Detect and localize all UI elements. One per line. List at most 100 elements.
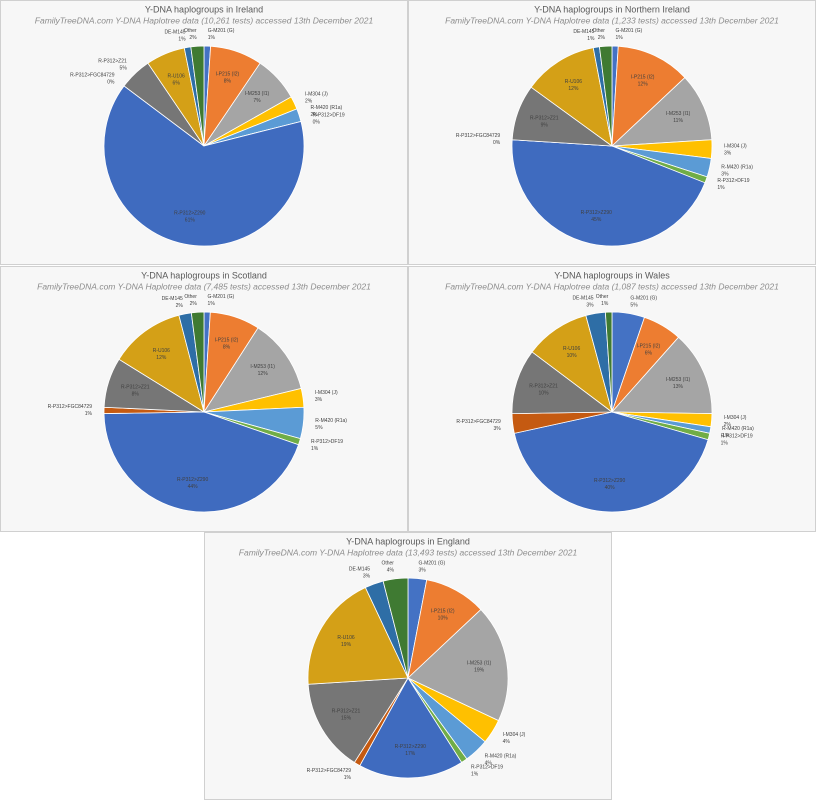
slice-label: I-M253 (I1) [666, 111, 691, 117]
slice-value-label: 1% [344, 775, 352, 781]
slice-value-label: 0% [493, 140, 501, 146]
slice-label: DE-M145 [573, 29, 594, 35]
slice-label: R-P312>FGC84729 [48, 404, 93, 410]
pie-slice [513, 411, 709, 513]
slice-label: R-U106 [563, 346, 580, 352]
slice-value-label: 40% [605, 485, 616, 491]
slice-value-label: 2% [189, 35, 197, 41]
slice-label: R-U106 [337, 635, 354, 641]
slice-label: I-M253 (I1) [250, 364, 275, 370]
slice-label: R-P312>Z21 [98, 59, 127, 65]
slice-value-label: 19% [341, 642, 352, 648]
slice-value-label: 6% [173, 80, 181, 86]
slice-value-label: 11% [673, 118, 683, 124]
chart-panel: Y-DNA haplogroups in IrelandFamilyTreeDN… [0, 0, 408, 265]
slice-label: DE-M145 [349, 566, 370, 572]
slice-label: DE-M145 [572, 295, 593, 301]
chart-subtitle: FamilyTreeDNA.com Y-DNA Haplotree data (… [445, 15, 779, 25]
slice-value-label: 4% [485, 760, 493, 766]
slice-value-label: 2% [305, 98, 313, 104]
slice-value-label: 8% [132, 391, 140, 397]
pie-slice [359, 677, 463, 779]
chart-panel: Y-DNA haplogroups in Northern IrelandFam… [408, 0, 816, 265]
slice-value-label: 2% [598, 35, 606, 41]
slice-value-label: 4% [503, 739, 511, 745]
pie-slice [103, 411, 300, 513]
chart-subtitle: FamilyTreeDNA.com Y-DNA Haplotree data (… [37, 281, 371, 291]
chart-subtitle: FamilyTreeDNA.com Y-DNA Haplotree data (… [239, 547, 578, 557]
slice-value-label: 0% [313, 119, 321, 125]
slice-value-label: 8% [224, 79, 232, 85]
pie-slice [530, 47, 613, 147]
slice-value-label: 17% [405, 751, 416, 757]
slice-value-label: 19% [474, 668, 485, 674]
slice-label: R-P312>DF19 [717, 178, 749, 184]
slice-label: I-M253 (I1) [245, 91, 270, 97]
slice-value-label: 7% [253, 98, 261, 104]
slice-label: R-P312>Z21 [530, 115, 559, 121]
slice-label: R-P312>FGC84729 [456, 133, 501, 139]
slice-label: R-U106 [153, 348, 170, 354]
slice-label: DE-M145 [162, 296, 183, 302]
pie-slice [190, 311, 205, 413]
slice-label: I-M253 (I1) [666, 377, 691, 383]
pie-slice [307, 586, 409, 685]
slice-label: G-M201 (G) [630, 295, 657, 301]
slice-label: Other [592, 28, 605, 34]
slice-label: R-M420 (R1a) [315, 418, 347, 424]
slice-value-label: 1% [471, 771, 479, 777]
slice-label: I-P215 (I2) [216, 72, 240, 78]
slice-label: I-M253 (I1) [467, 661, 492, 667]
slice-label: I-P215 (I2) [637, 344, 661, 350]
slice-value-label: 9% [541, 122, 549, 128]
slice-value-label: 6% [645, 351, 653, 357]
slice-value-label: 12% [156, 355, 167, 361]
slice-label: R-P312>FGC84729 [70, 73, 115, 79]
slice-value-label: 2% [190, 301, 198, 307]
slice-value-label: 5% [630, 302, 638, 308]
slice-label: R-U106 [565, 79, 582, 85]
pie-slice [307, 677, 409, 763]
slice-value-label: 1% [722, 433, 730, 439]
slice-label: R-P312>Z21 [332, 708, 361, 714]
slice-value-label: 4% [387, 568, 395, 574]
slice-label: R-P312>DF19 [311, 439, 343, 445]
slice-label: I-P215 (I2) [215, 337, 239, 343]
slice-value-label: 45% [591, 217, 602, 223]
slice-label: R-M420 (R1a) [311, 105, 343, 111]
slice-label: I-M304 (J) [305, 91, 328, 97]
slice-value-label: 1% [208, 35, 216, 41]
slice-label: Other [381, 561, 394, 567]
pie-slice [103, 85, 305, 247]
slice-value-label: 12% [258, 371, 269, 377]
slice-label: I-P215 (I2) [631, 75, 655, 81]
slice-value-label: 1% [616, 35, 624, 41]
slice-value-label: 1% [717, 185, 725, 191]
slice-value-label: 13% [673, 384, 684, 390]
slice-value-label: 1% [587, 36, 595, 42]
pie-slice [599, 45, 613, 147]
chart-title: Y-DNA haplogroups in Scotland [141, 270, 267, 280]
slice-value-label: 0% [107, 80, 115, 86]
slice-label: I-M304 (J) [503, 732, 526, 738]
slice-value-label: 44% [188, 484, 199, 490]
slice-value-label: 1% [178, 36, 186, 42]
slice-value-label: 3% [363, 573, 371, 579]
slice-value-label: 3% [724, 150, 732, 156]
pie-slice [611, 336, 713, 415]
slice-label: I-M304 (J) [315, 390, 338, 396]
slice-value-label: 3% [721, 171, 729, 177]
slice-label: R-M420 (R1a) [485, 753, 517, 759]
pie-slice [610, 76, 713, 147]
slice-value-label: 10% [567, 353, 578, 359]
chart-subtitle: FamilyTreeDNA.com Y-DNA Haplotree data (… [445, 281, 779, 291]
slice-label: G-M201 (G) [208, 28, 235, 34]
slice-label: R-P312>DF19 [313, 112, 345, 118]
pie-slice [382, 577, 409, 679]
slice-label: G-M201 (G) [419, 560, 446, 566]
slice-value-label: 10% [539, 391, 550, 397]
slice-value-label: 3% [419, 567, 427, 573]
slice-value-label: 12% [568, 86, 579, 92]
pie-slice [190, 45, 205, 147]
